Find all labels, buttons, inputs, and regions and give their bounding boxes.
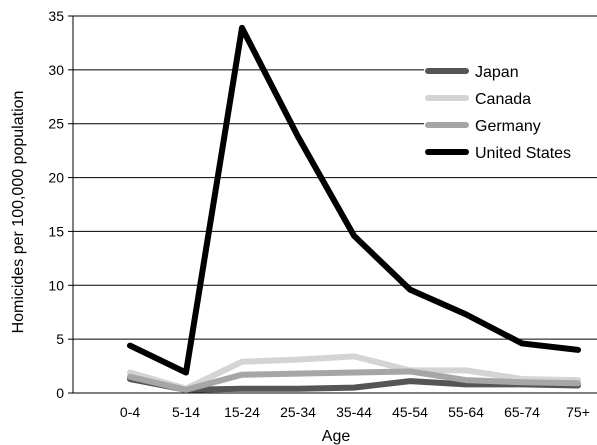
x-tick-label-45-54: 45-54 (392, 404, 428, 420)
legend-label-united-states: United States (475, 145, 571, 162)
x-tick-label-5-14: 5-14 (172, 404, 200, 420)
legend-label-germany: Germany (475, 118, 541, 135)
y-tick-label-0: 0 (56, 385, 64, 401)
x-tick-label-25-34: 25-34 (280, 404, 316, 420)
series-line-germany (127, 368, 581, 393)
y-tick-label-30: 30 (48, 62, 64, 78)
x-tick-label-35-44: 35-44 (336, 404, 372, 420)
x-tick-label-55-64: 55-64 (448, 404, 484, 420)
legend-label-canada: Canada (475, 91, 531, 108)
x-tick-label-65-74: 65-74 (504, 404, 540, 420)
y-tick-label-15: 15 (48, 223, 64, 239)
y-axis-title: Homicides per 100,000 population (10, 91, 27, 334)
axes (72, 16, 597, 394)
y-tick-labels: 0 5 10 15 20 25 30 35 (48, 8, 73, 401)
y-tick-label-5: 5 (56, 331, 64, 347)
y-tick-label-25: 25 (48, 116, 64, 132)
series-line-canada (127, 353, 581, 392)
gridlines (73, 15, 597, 340)
x-tick-labels: 0-4 5-14 15-24 25-34 35-44 45-54 55-64 65-74 75+ (120, 404, 590, 420)
legend: Japan Canada Germany United States (424, 59, 597, 164)
y-tick-label-10: 10 (48, 277, 64, 293)
y-tick-label-20: 20 (48, 170, 64, 186)
x-tick-label-0-4: 0-4 (120, 404, 140, 420)
series-lines (127, 24, 581, 393)
x-tick-label-15-24: 15-24 (224, 404, 260, 420)
legend-label-japan: Japan (475, 64, 519, 81)
x-axis-title: Age (322, 428, 351, 445)
x-tick-label-75+: 75+ (566, 404, 590, 420)
y-tick-label-35: 35 (48, 8, 64, 24)
series-line-united-states (127, 24, 581, 376)
